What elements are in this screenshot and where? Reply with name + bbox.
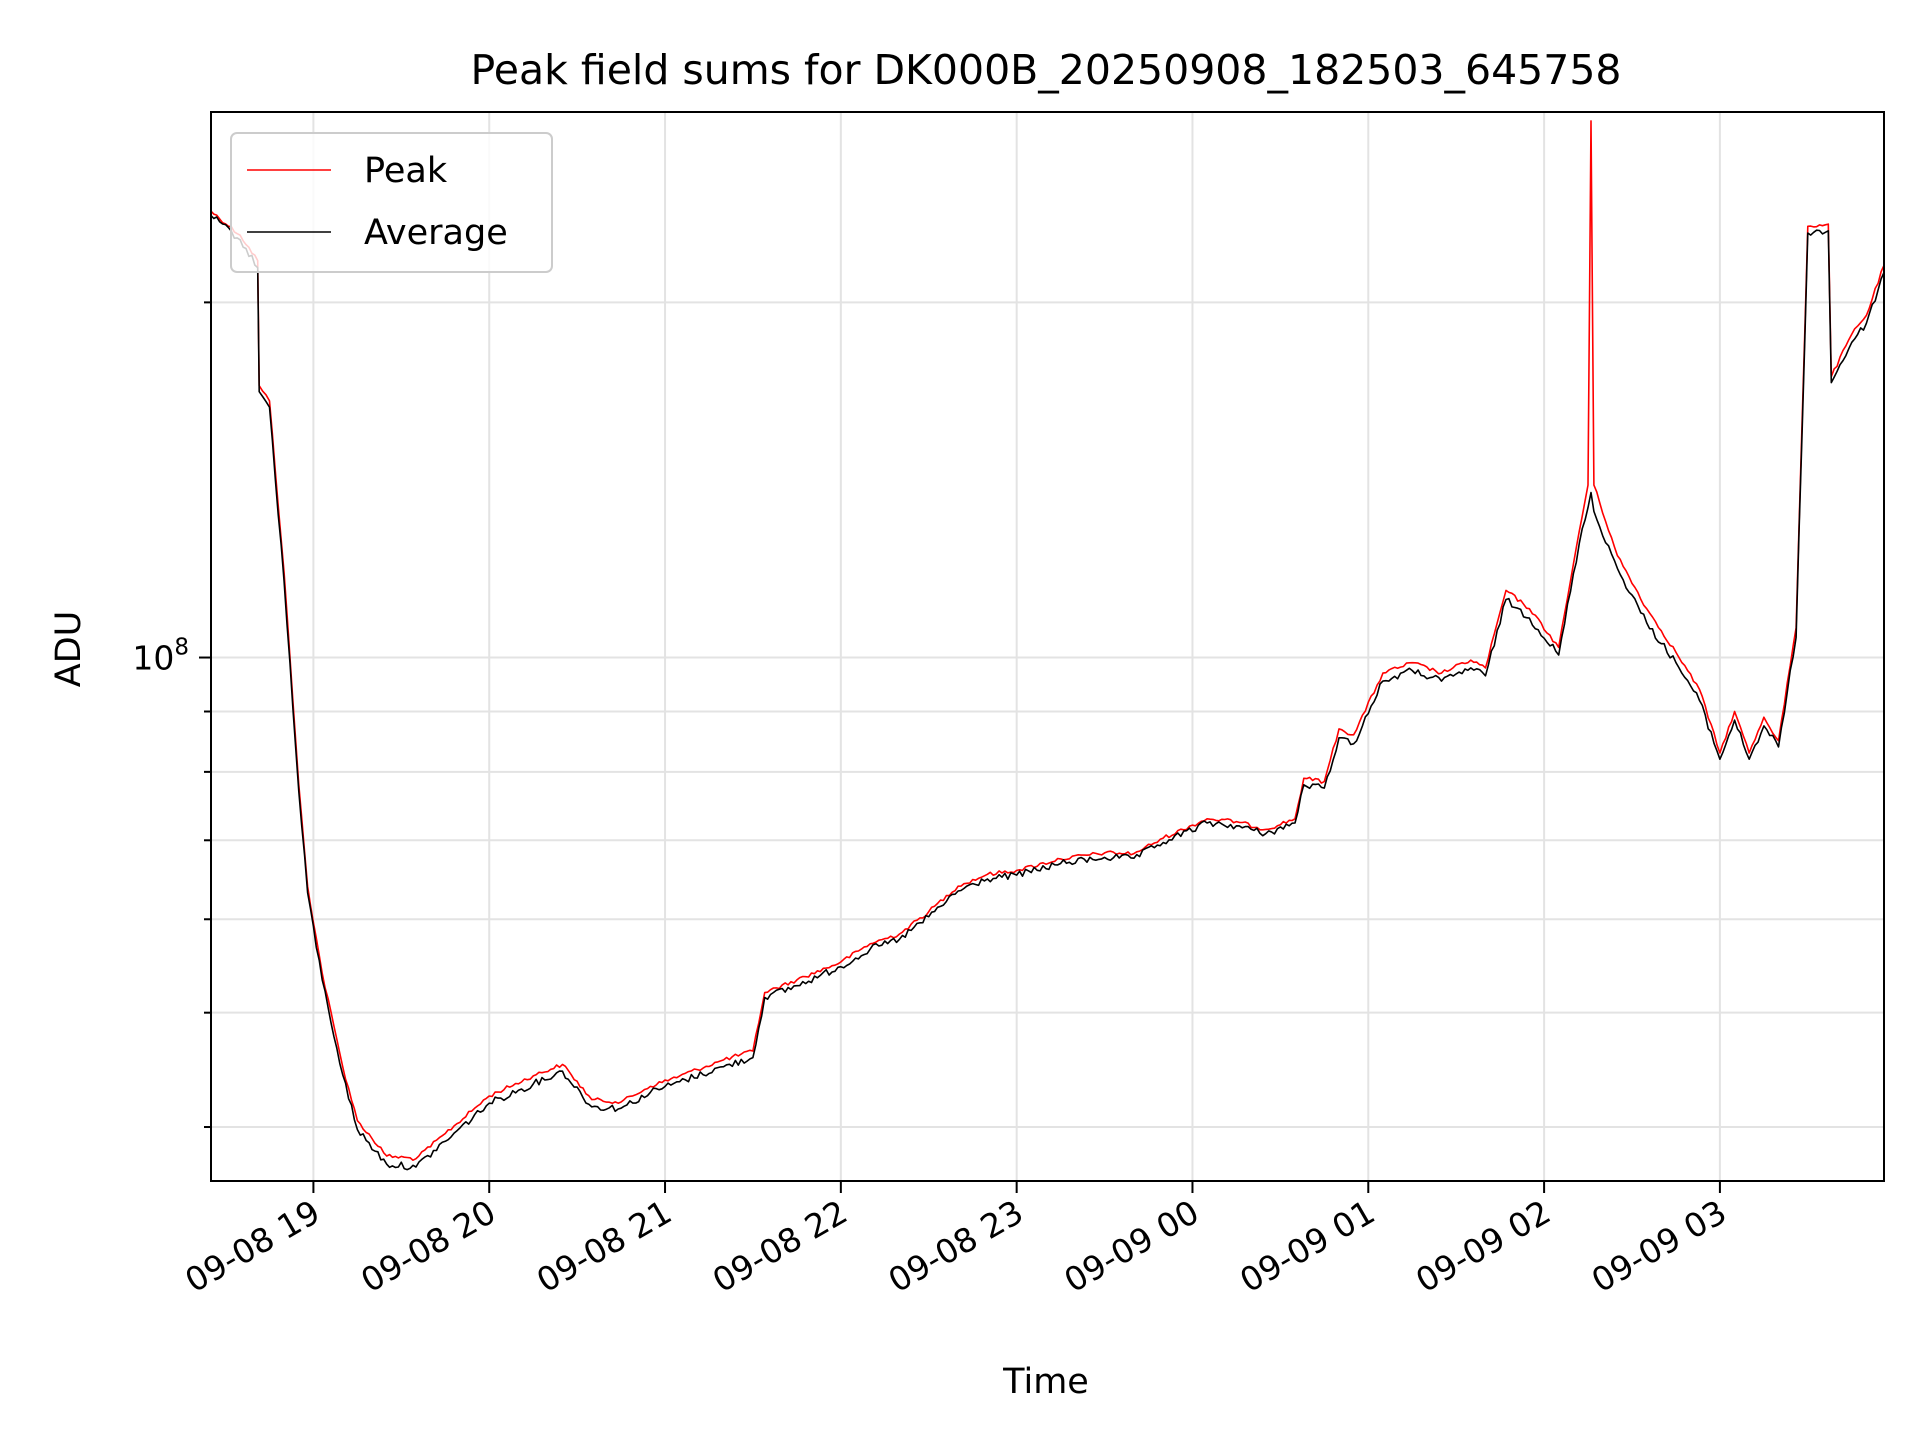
series-line-average [210,214,1885,1171]
grid-lines [211,112,1884,1181]
y-tick-label: 108 [132,635,189,678]
legend-box [230,132,553,273]
legend: Peak Average [230,132,553,273]
chart-title: Peak field sums for DK000B_20250908_1825… [470,46,1621,94]
legend-label-peak: Peak [364,151,448,191]
series-line-peak [210,120,1885,1161]
plot-frame [210,111,1885,1182]
x-axis-label: Time [1002,1362,1089,1402]
series-layer [210,120,1885,1171]
y-axis-label: ADU [49,611,89,688]
legend-label-average: Average [364,213,508,253]
